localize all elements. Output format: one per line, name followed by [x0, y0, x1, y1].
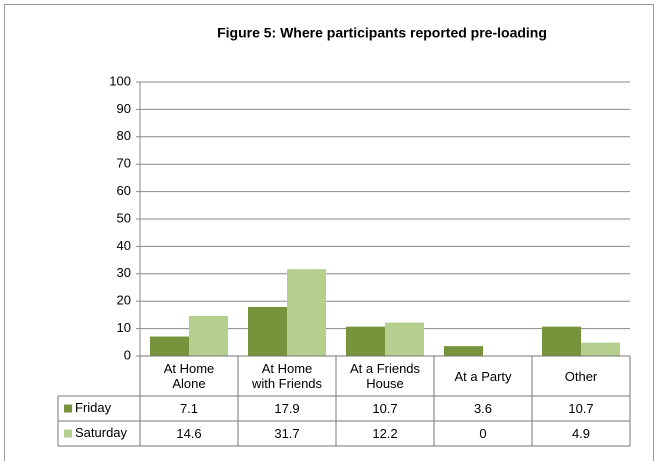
- y-tick-label: 60: [117, 183, 131, 198]
- y-tick-label: 10: [117, 320, 131, 335]
- category-label: At Home Alone: [140, 356, 238, 396]
- y-tick-label: 50: [117, 210, 131, 225]
- table-value: 12.2: [336, 421, 434, 446]
- table-value-text: 10.7: [372, 401, 398, 416]
- table-value-text: 7.1: [179, 401, 199, 416]
- table-value: 7.1: [140, 396, 238, 421]
- bar: [385, 322, 424, 356]
- table-value: 3.6: [434, 396, 532, 421]
- category-label: At Home with Friends: [238, 356, 336, 396]
- table-value: 0: [434, 421, 532, 446]
- legend-label: Friday: [75, 400, 112, 415]
- table-value-text: 4.9: [571, 426, 591, 441]
- y-tick-label: 30: [117, 265, 131, 280]
- category-label: Other: [532, 356, 630, 396]
- chart-title: Figure 5: Where participants reported pr…: [217, 25, 547, 41]
- bar: [581, 342, 620, 356]
- table-value: 4.9: [532, 421, 630, 446]
- category-label-text: Other: [564, 368, 598, 384]
- y-tick-label: 90: [117, 101, 131, 116]
- category-label-text: At Home Alone: [163, 361, 215, 391]
- y-tick-label: 20: [117, 293, 131, 308]
- table-value-text: 31.7: [274, 426, 300, 441]
- bar: [189, 315, 228, 356]
- bar: [287, 269, 326, 356]
- bar: [150, 336, 189, 356]
- bar: [542, 326, 581, 356]
- legend-key: [64, 429, 72, 438]
- table-value-text: 3.6: [473, 401, 493, 416]
- category-label: At a Friends House: [336, 356, 434, 396]
- y-tick-label: 80: [117, 128, 131, 143]
- y-tick-label: 100: [109, 73, 131, 88]
- category-label: At a Party: [434, 356, 532, 396]
- table-value-text: 14.6: [176, 426, 202, 441]
- legend-key: [64, 404, 72, 413]
- y-tick-label: 70: [117, 156, 131, 171]
- table-value: 14.6: [140, 421, 238, 446]
- table-value-text: 0: [479, 426, 487, 441]
- legend-label: Saturday: [75, 425, 128, 440]
- category-label-text: At Home with Friends: [251, 361, 323, 391]
- category-label-text: At a Friends House: [349, 361, 421, 391]
- bar: [248, 306, 287, 356]
- category-label-text: At a Party: [454, 368, 512, 384]
- bar: [444, 346, 483, 356]
- y-tick-label: 40: [117, 238, 131, 253]
- table-value: 17.9: [238, 396, 336, 421]
- table-value: 10.7: [336, 396, 434, 421]
- chart-border: [4, 4, 654, 461]
- table-value: 31.7: [238, 421, 336, 446]
- y-tick-label: 0: [124, 347, 131, 362]
- table-value-text: 10.7: [568, 401, 594, 416]
- table-value: 10.7: [532, 396, 630, 421]
- table-value-text: 17.9: [274, 401, 300, 416]
- table-value-text: 12.2: [372, 426, 398, 441]
- bar: [346, 326, 385, 356]
